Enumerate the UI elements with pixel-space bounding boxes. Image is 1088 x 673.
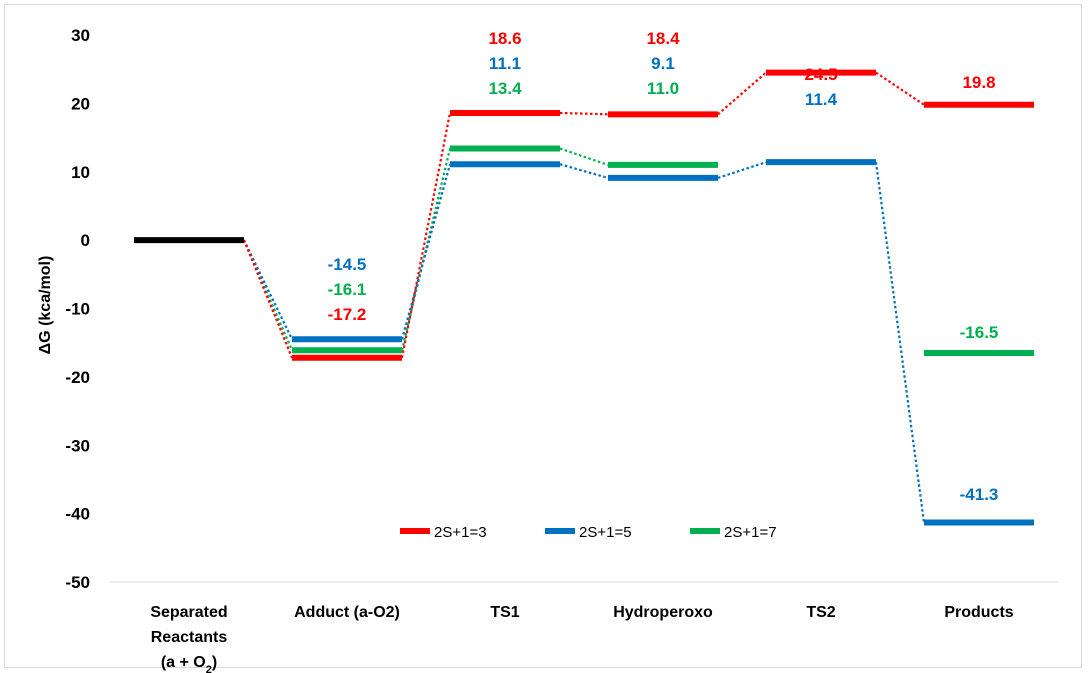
data-label-2s-1-5: 9.1	[651, 54, 675, 73]
connector-2s-1-7	[400, 148, 452, 351]
connector-2s-1-7	[559, 147, 609, 166]
energy-levels	[134, 69, 1034, 526]
y-tick-label: 10	[71, 163, 90, 182]
connector-2s-1-7	[242, 239, 294, 351]
connector-2s-1-5	[717, 161, 767, 179]
data-label-2s-1-7: -16.1	[328, 280, 367, 299]
data-label-2s-1-3: 18.6	[488, 29, 521, 48]
data-label-2s-1-7: 13.4	[488, 79, 522, 98]
connector-2s-1-3	[400, 112, 452, 358]
legend-label-2s-1-3: 2S+1=3	[434, 524, 487, 541]
data-label-2s-1-7: 11.0	[647, 79, 679, 98]
y-tick-label: -10	[65, 300, 90, 319]
connector-2s-1-5	[874, 162, 926, 523]
data-label-2s-1-5: -41.3	[960, 485, 999, 504]
y-axis-ticks: 30 20 10 0 -10 -20 -30 -40 -50	[65, 26, 90, 592]
category-label: Adduct (a-O2)	[294, 604, 400, 621]
connector-2s-1-5	[400, 163, 452, 340]
data-label-2s-1-3: 19.8	[962, 73, 995, 92]
y-tick-label: 30	[71, 26, 90, 45]
category-label: TS2	[806, 604, 835, 621]
legend-label-2s-1-5: 2S+1=5	[579, 524, 632, 541]
y-tick-label: -30	[65, 436, 90, 455]
y-tick-label: -20	[65, 368, 90, 387]
connector-2s-1-3	[242, 239, 294, 359]
data-label-2s-1-7: -16.5	[960, 323, 999, 342]
data-label-2s-1-5: 11.4	[805, 90, 838, 109]
category-label: Products	[944, 604, 1013, 621]
legend: 2S+1=3 2S+1=5 2S+1=7	[400, 524, 777, 541]
y-tick-label: 0	[81, 231, 90, 250]
connector-2s-1-5	[559, 163, 609, 179]
y-tick-label: 20	[71, 94, 90, 113]
data-label-2s-1-5: 11.1	[489, 54, 521, 73]
connector-2s-1-3	[875, 71, 925, 106]
x-axis-categories: Separated Reactants (a + O2) Adduct (a-O2) T…	[150, 604, 1013, 673]
connector-2s-1-5	[243, 239, 293, 340]
data-label-2s-1-3: -17.2	[328, 305, 367, 324]
category-label: Separated	[150, 604, 227, 621]
connector-2s-1-3	[717, 71, 767, 116]
legend-label-2s-1-7: 2S+1=7	[724, 524, 777, 541]
connector-2s-1-3	[559, 111, 609, 116]
connector-lines	[242, 71, 926, 523]
y-axis-label: ΔG (kca/mol)	[37, 256, 54, 355]
data-label-2s-1-3: 24.5	[804, 65, 837, 84]
data-labels: -14.5 -16.1 -17.2 18.6 11.1 13.4 18.4 9.1 11.0 24…	[328, 29, 999, 504]
data-label-2s-1-5: -14.5	[328, 255, 367, 274]
category-label: Hydroperoxo	[613, 604, 713, 621]
category-label: Reactants	[151, 629, 228, 646]
y-tick-label: -40	[65, 505, 90, 524]
category-label: TS1	[490, 604, 519, 621]
y-tick-label: -50	[65, 573, 90, 592]
category-label: (a + O2)	[161, 654, 217, 673]
data-label-2s-1-3: 18.4	[646, 29, 680, 48]
